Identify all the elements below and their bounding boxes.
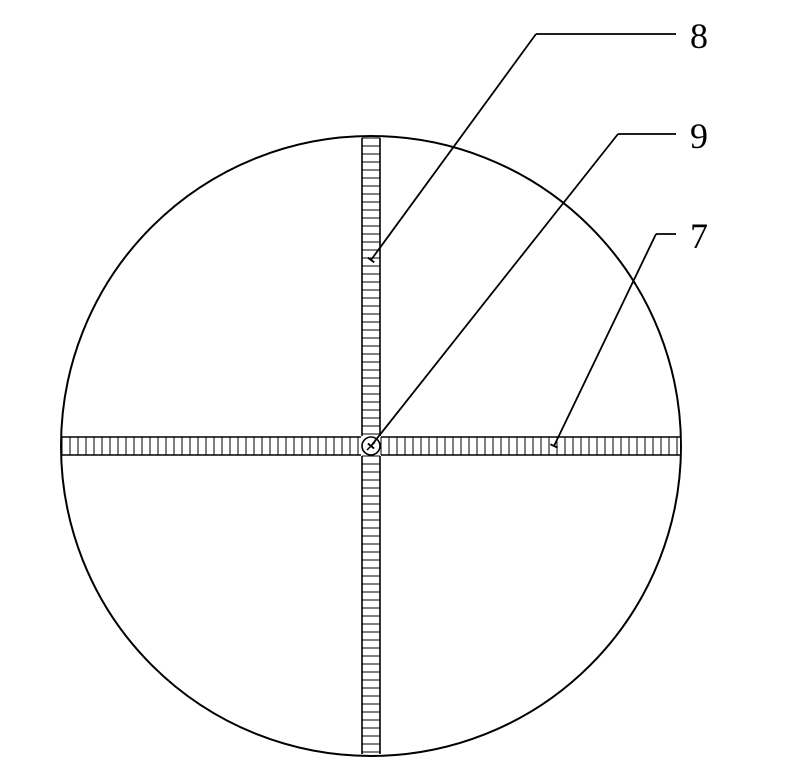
canvas-background	[0, 0, 796, 771]
technical-diagram: 8 9 7	[0, 0, 796, 771]
callout-label-7: 7	[690, 216, 708, 256]
cross-arm-left	[62, 437, 361, 455]
cross-arm-top	[362, 138, 380, 436]
callout-label-8: 8	[690, 16, 708, 56]
callout-label-9: 9	[690, 116, 708, 156]
cross-arm-right	[381, 437, 680, 455]
cross-arm-bottom	[362, 456, 380, 754]
